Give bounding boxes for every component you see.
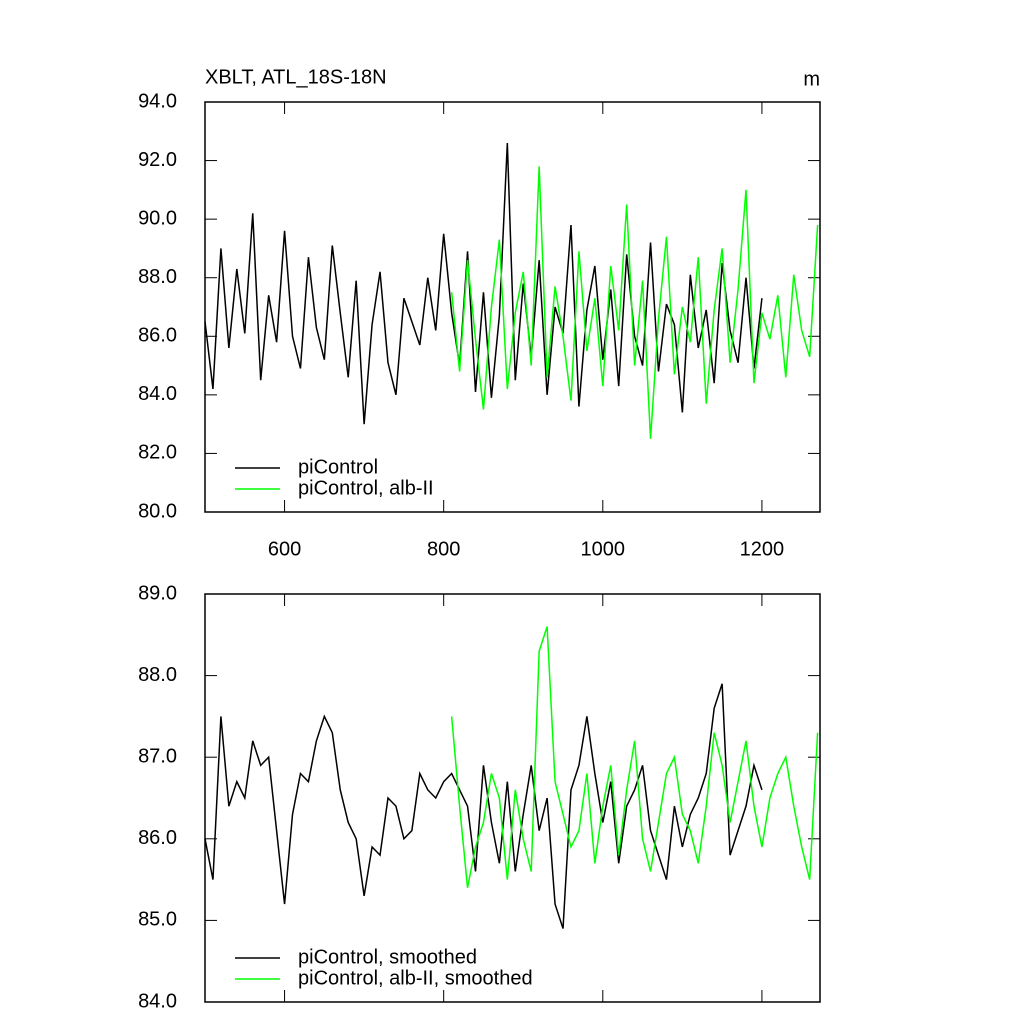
- legend-label: piControl: [298, 456, 378, 478]
- y-tick-label: 80.0: [138, 500, 177, 522]
- y-tick-label: 94.0: [138, 90, 177, 112]
- data-line: [450, 626, 819, 888]
- data-line: [204, 683, 763, 929]
- x-tick-label: 800: [427, 538, 460, 560]
- legend-label: piControl, smoothed: [298, 946, 477, 968]
- y-tick-label: 84.0: [138, 990, 177, 1012]
- y-tick-label: 82.0: [138, 442, 177, 464]
- y-tick-label: 90.0: [138, 207, 177, 229]
- legend-label: piControl, alb-II, smoothed: [298, 967, 533, 989]
- x-tick-label: 1000: [581, 538, 626, 560]
- x-tick-label: 600: [268, 538, 301, 560]
- chart-title: XBLT, ATL_18S-18N: [205, 66, 387, 88]
- plot-frame: [204, 101, 821, 513]
- y-tick-label: 86.0: [138, 827, 177, 849]
- legend-label: piControl, alb-II: [298, 477, 434, 499]
- data-line: [450, 166, 819, 439]
- y-tick-label: 84.0: [138, 383, 177, 405]
- y-tick-label: 87.0: [138, 745, 177, 767]
- data-line: [204, 142, 763, 425]
- y-tick-label: 89.0: [138, 582, 177, 604]
- y-tick-label: 86.0: [138, 325, 177, 347]
- x-tick-label: 1200: [740, 538, 785, 560]
- y-tick-label: 92.0: [138, 149, 177, 171]
- y-tick-label: 88.0: [138, 664, 177, 686]
- y-tick-label: 85.0: [138, 909, 177, 931]
- y-tick-label: 88.0: [138, 266, 177, 288]
- units-label: m: [803, 68, 820, 90]
- plot-frame: [204, 593, 821, 1003]
